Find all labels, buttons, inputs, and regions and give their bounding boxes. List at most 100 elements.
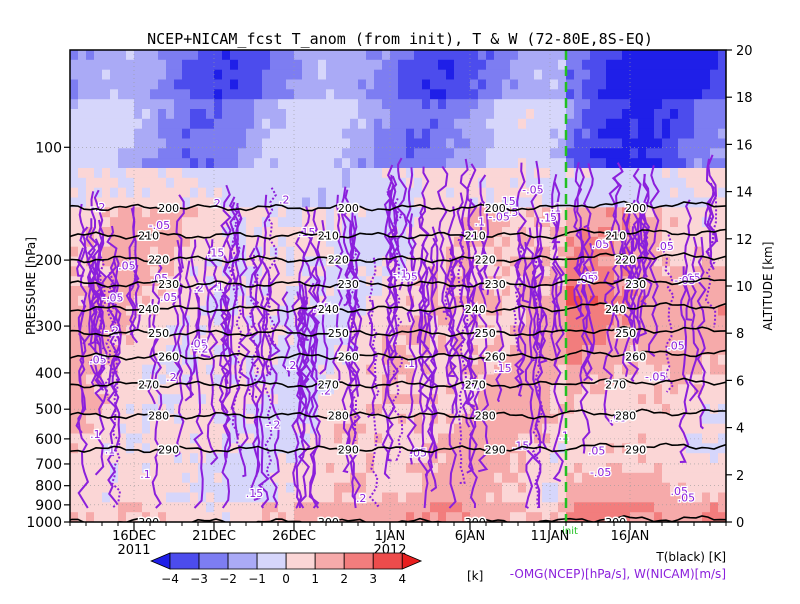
anomaly-cell [614,236,623,248]
anomaly-cell [694,50,703,61]
anomaly-cell [510,394,519,405]
anomaly-cell [230,118,239,130]
anomaly-cell [470,109,479,120]
anomaly-cell [302,207,311,218]
anomaly-cell [326,345,335,356]
anomaly-cell [718,187,726,199]
anomaly-cell [558,69,567,81]
anomaly-cell [158,79,167,90]
anomaly-cell [574,315,583,326]
anomaly-cell [454,453,463,464]
anomaly-cell [366,158,375,169]
anomaly-cell [686,187,695,199]
anomaly-cell [430,295,439,307]
anomaly-cell [358,148,367,159]
anomaly-cell [366,374,375,385]
anomaly-cell [350,335,359,346]
anomaly-cell [134,236,143,248]
anomaly-cell [702,394,711,405]
anomaly-cell [382,472,391,484]
anomaly-cell [158,463,167,474]
anomaly-cell [694,187,703,199]
anomaly-cell [134,187,143,199]
velocity-contour [475,202,485,291]
anomaly-cell [366,138,375,149]
anomaly-cell [350,59,359,71]
anomaly-cell [406,50,415,61]
anomaly-cell [350,246,359,258]
anomaly-cell [294,472,303,484]
anomaly-cell [670,128,679,140]
anomaly-cell [606,463,615,474]
anomaly-cell [414,99,423,110]
anomaly-cell [534,138,543,149]
anomaly-cell [398,472,407,484]
anomaly-cell [494,69,503,81]
anomaly-cell [334,168,343,179]
anomaly-cell [622,158,631,169]
anomaly-cell [222,50,231,61]
anomaly-cell [502,472,511,484]
anomaly-cell [654,325,663,336]
anomaly-cell [134,453,143,464]
anomaly-cell [422,463,431,474]
anomaly-cell [718,512,726,522]
anomaly-cell [574,118,583,130]
anomaly-cell [222,482,231,494]
anomaly-cell [694,463,703,474]
anomaly-cell [622,50,631,61]
anomaly-cell [102,50,111,61]
date-tick-label: 1JAN [375,529,406,544]
anomaly-cell [638,463,647,474]
temperature-contour-250 [70,325,726,338]
anomaly-cell [166,502,175,513]
anomaly-cell [86,128,95,140]
anomaly-cell [534,463,543,474]
anomaly-cell [214,128,223,140]
anomaly-cell [446,197,455,208]
anomaly-cell [590,492,599,503]
date-tick-label: 6JAN [455,529,486,544]
anomaly-cell [286,423,295,435]
anomaly-cell [422,158,431,169]
anomaly-cell [238,345,247,356]
temperature-contour-label: 260 [338,351,359,364]
velocity-contour-label: .05 [190,338,208,351]
anomaly-cell [286,118,295,130]
anomaly-cell [390,89,399,100]
anomaly-cell [510,335,519,346]
anomaly-cell [230,266,239,277]
anomaly-cell [318,394,327,405]
anomaly-cell [262,128,271,140]
anomaly-cell [374,99,383,110]
anomaly-cell [142,246,151,258]
anomaly-cell [446,177,455,189]
anomaly-cell [486,305,495,317]
anomaly-cell [206,128,215,140]
anomaly-cell [270,266,279,277]
velocity-contour [581,226,593,382]
anomaly-cell [454,158,463,169]
anomaly-cell [414,158,423,169]
anomaly-cell [334,453,343,464]
anomaly-cell [182,109,191,120]
anomaly-cell [654,177,663,189]
anomaly-cell [470,236,479,248]
anomaly-cell [430,276,439,287]
anomaly-cell [710,118,719,130]
anomaly-cell [190,256,199,267]
anomaly-cell [654,295,663,307]
anomaly-cell [382,315,391,326]
anomaly-cell [310,187,319,199]
anomaly-cell [358,79,367,90]
anomaly-cell [102,502,111,513]
anomaly-cell [358,492,367,503]
anomaly-cell [134,374,143,385]
anomaly-cell [718,295,726,307]
anomaly-cell [342,364,351,376]
anomaly-cell [110,236,119,248]
colorbar: −4 −3 −2 −1 0 1 2 3 4 [150,552,423,586]
anomaly-cell [518,423,527,435]
anomaly-cell [70,99,79,110]
velocity-contour [175,194,185,269]
